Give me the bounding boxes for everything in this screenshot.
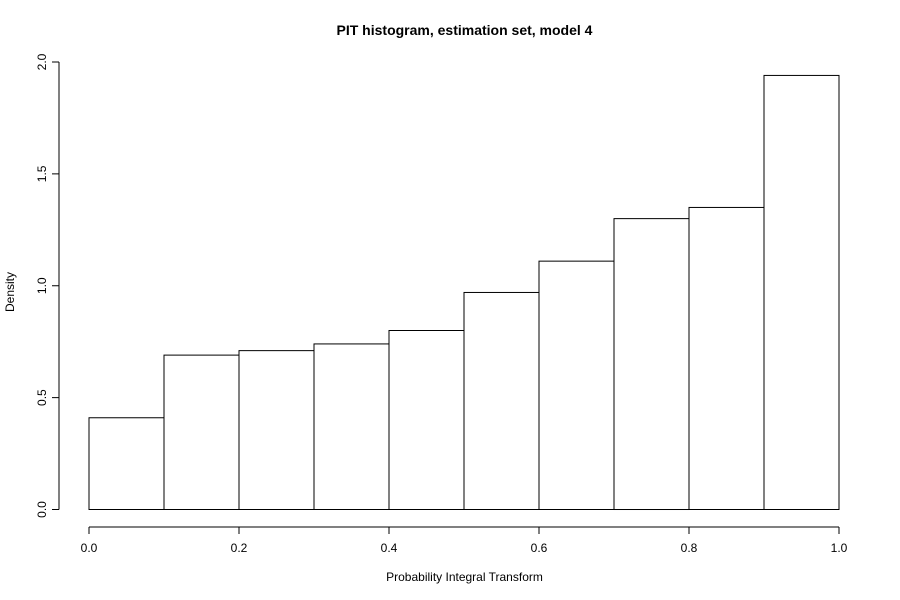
histogram-bar-2 (163, 354, 240, 510)
y-tick-label-5: 2.0 (35, 53, 49, 70)
histogram-bar-5 (388, 330, 465, 510)
histogram-bar-1 (88, 417, 165, 511)
histogram-bar-4 (313, 343, 390, 510)
x-tick-label-1: 0.0 (81, 541, 98, 555)
x-axis-label: Probability Integral Transform (386, 570, 543, 584)
x-tick-label-2: 0.2 (231, 541, 248, 555)
histogram-bar-8 (613, 218, 690, 511)
y-axis: 0.0 0.5 1.0 1.5 2.0 (35, 53, 60, 518)
x-axis: 0.0 0.2 0.4 0.6 0.8 1.0 (81, 526, 848, 555)
y-tick-label-1: 0.0 (35, 501, 49, 518)
y-tick-label-4: 1.5 (35, 165, 49, 182)
x-tick-label-6: 1.0 (831, 541, 848, 555)
y-tick-label-3: 1.0 (35, 277, 49, 294)
histogram-bar-7 (538, 260, 615, 511)
histogram-bar-9 (688, 206, 765, 510)
y-axis-label: Density (3, 272, 17, 312)
bars-group (88, 74, 840, 511)
x-tick-label-5: 0.8 (681, 541, 698, 555)
chart-title: PIT histogram, estimation set, model 4 (337, 22, 593, 38)
histogram-bar-10 (763, 74, 840, 511)
x-tick-label-3: 0.4 (381, 541, 398, 555)
x-tick-label-4: 0.6 (531, 541, 548, 555)
histogram-bar-6 (463, 291, 540, 510)
y-tick-label-2: 0.5 (35, 389, 49, 406)
histogram-bar-3 (238, 350, 315, 511)
